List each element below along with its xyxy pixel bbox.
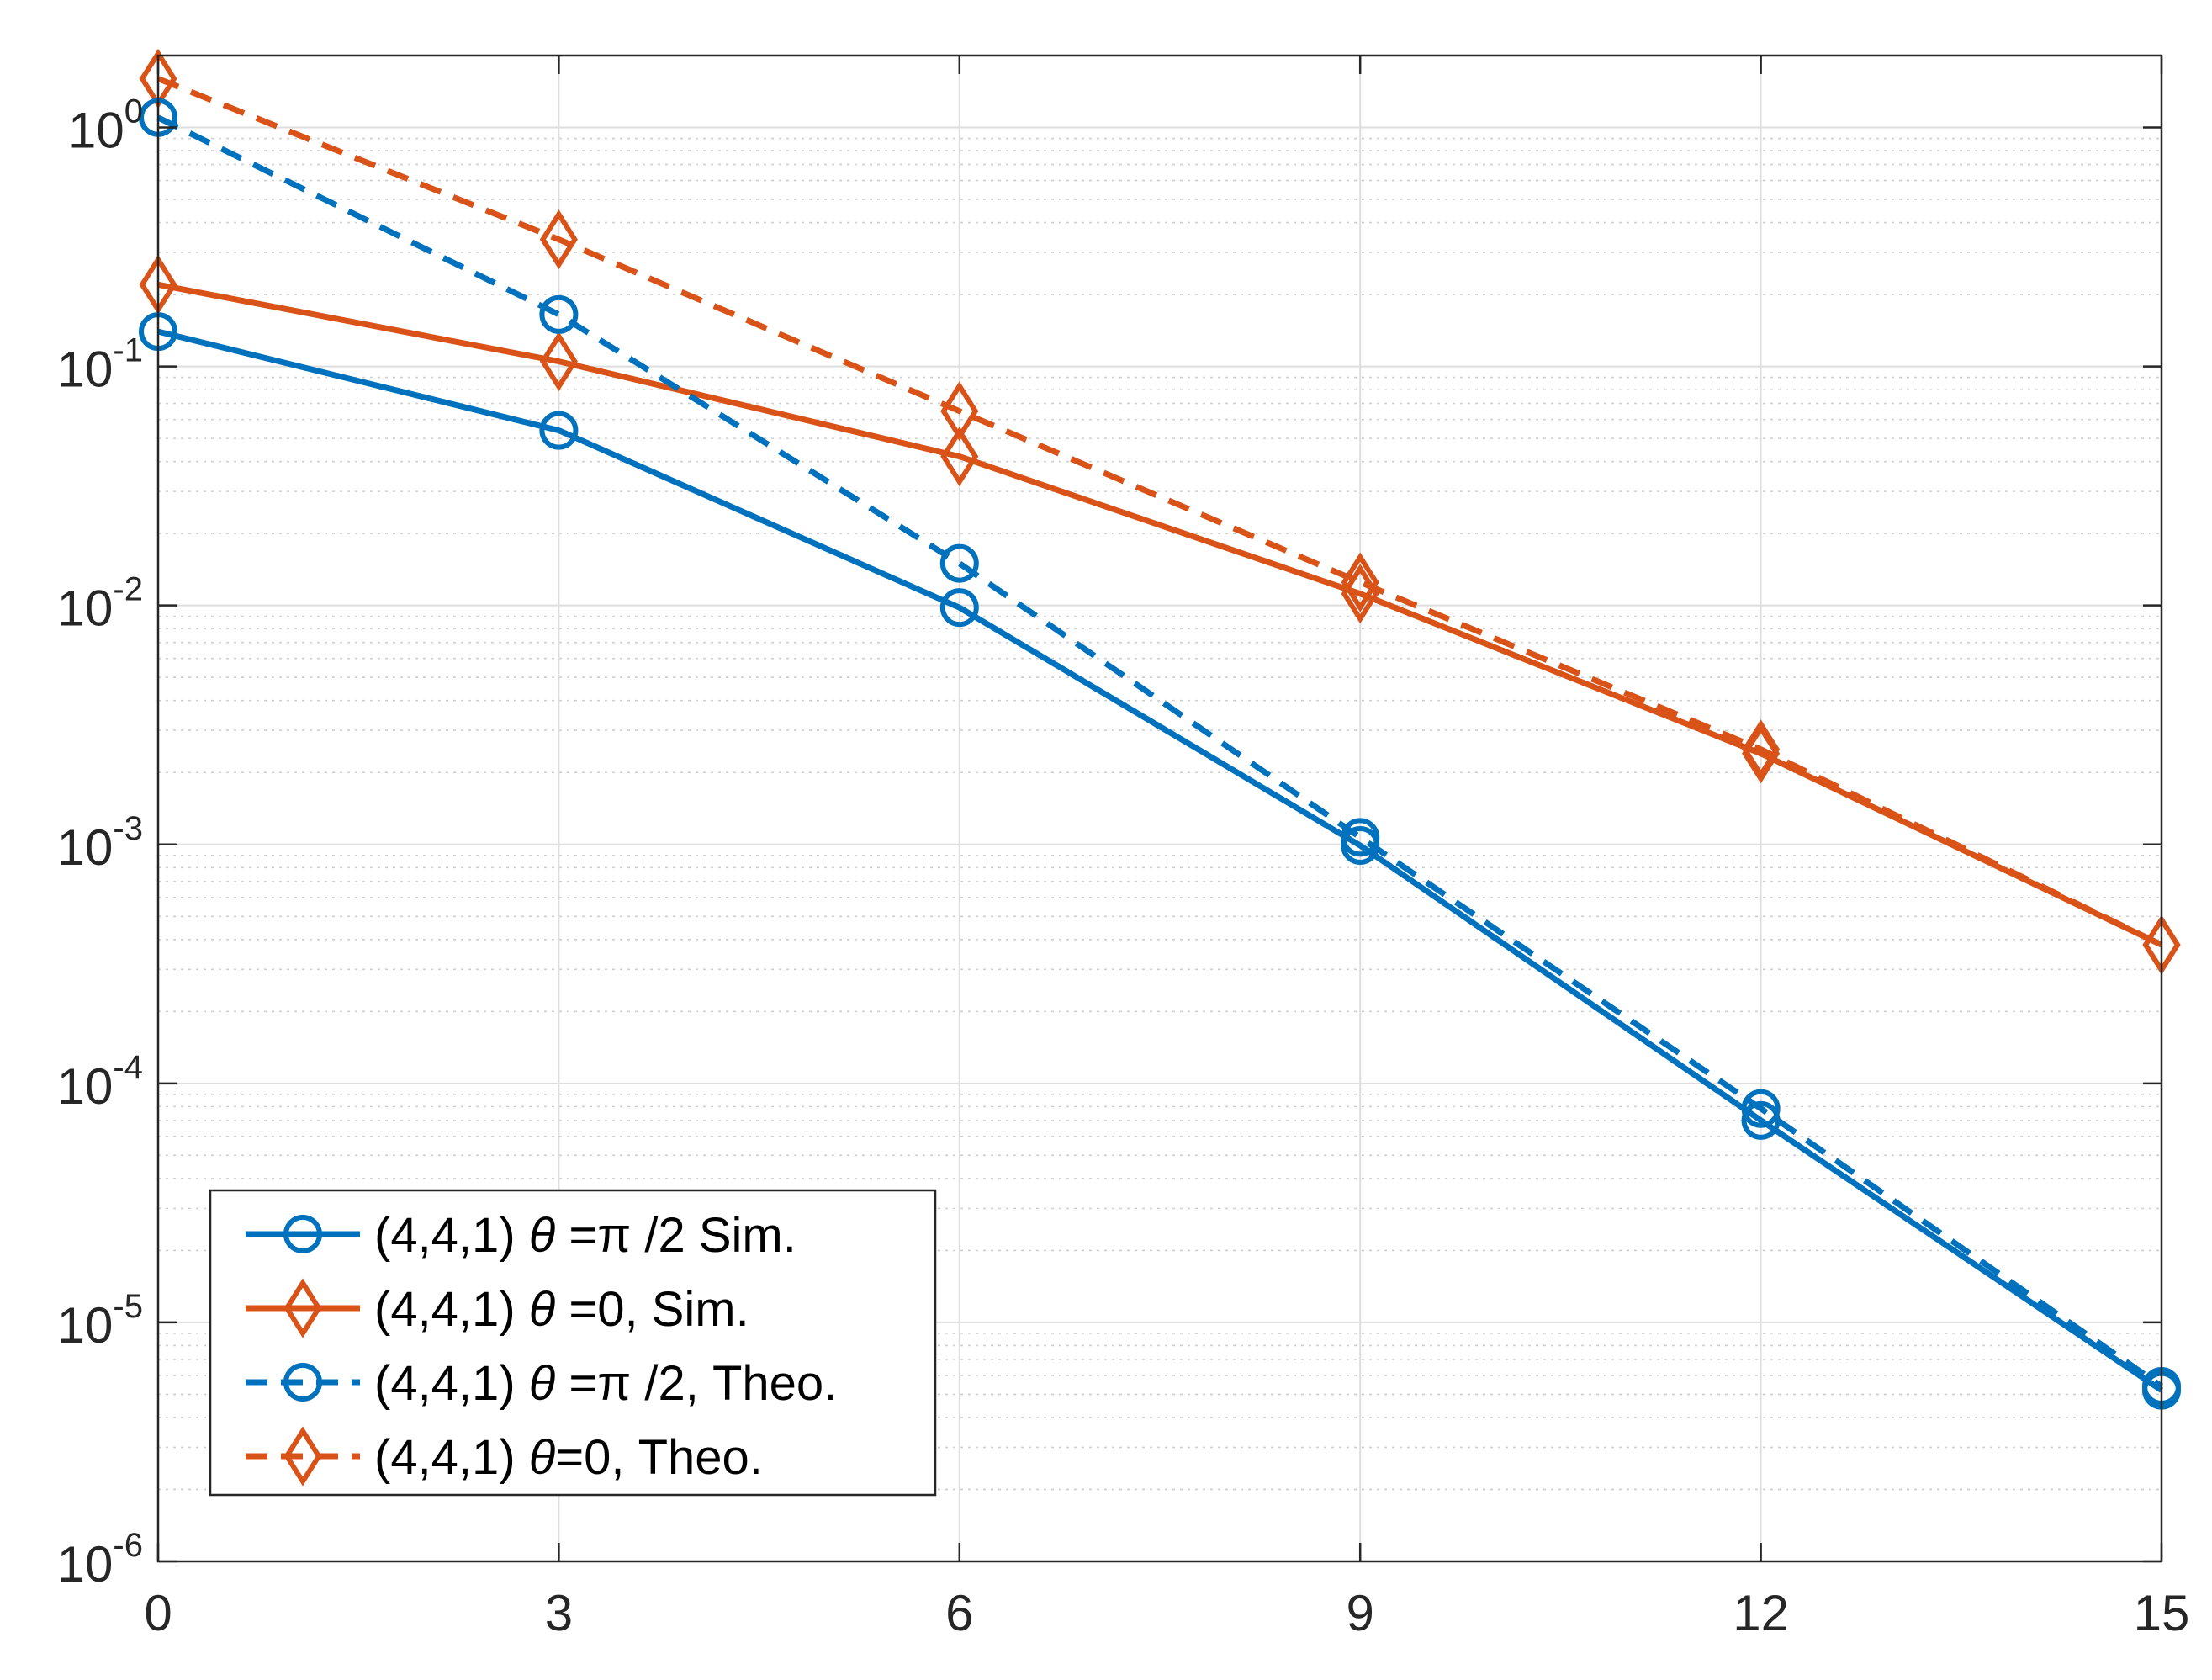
legend-label-part: /2, Theo. <box>631 1356 837 1411</box>
y-tick-base: 10 <box>57 1058 114 1115</box>
data-point-diamond <box>940 381 979 442</box>
axes-box <box>156 54 2163 1563</box>
legend-label-part: (4,4,1) <box>374 1430 529 1485</box>
y-tick-exponent: -2 <box>113 571 143 608</box>
legend-label-part: π <box>597 1356 631 1411</box>
y-tick-label: 100 <box>68 93 143 159</box>
legend-entry: (4,4,1) θ =π /2 Sim. <box>246 1208 796 1263</box>
data-point-circle <box>1341 818 1380 857</box>
y-tick-exponent: -6 <box>113 1527 143 1564</box>
data-point-diamond <box>283 1426 322 1487</box>
x-tick-labels: 0 3 6 9 12 15 <box>144 1585 2189 1641</box>
y-tick-exponent: -5 <box>113 1288 143 1325</box>
data-point-circle <box>539 294 579 334</box>
data-point-circle <box>939 588 979 628</box>
y-tick-exponent: -1 <box>113 332 143 369</box>
data-point-diamond <box>539 331 578 392</box>
y-tick-label: 10-5 <box>57 1288 143 1354</box>
data-point-circle <box>539 411 579 450</box>
legend-label: (4,4,1) θ =π /2, Theo. <box>374 1356 837 1411</box>
series-layer <box>139 48 2181 1410</box>
legend-label-part: θ <box>529 1282 555 1337</box>
y-tick-exponent: -4 <box>113 1049 143 1086</box>
y-tick-label: 10-4 <box>57 1049 143 1115</box>
legend-entry: (4,4,1) θ=0, Theo. <box>246 1426 763 1487</box>
legend-label: (4,4,1) θ =0, Sim. <box>374 1282 749 1337</box>
series-line <box>156 114 2163 1389</box>
x-tick-label: 15 <box>2134 1585 2190 1641</box>
x-tick-label: 12 <box>1733 1585 1789 1641</box>
legend-label-part: /2 Sim. <box>631 1208 796 1263</box>
legend-label-part: θ <box>529 1430 555 1485</box>
legend-label-part: = <box>555 1208 597 1263</box>
legend-label: (4,4,1) θ =π /2 Sim. <box>374 1208 796 1263</box>
series-line <box>156 76 2163 948</box>
legend-label-part: θ <box>529 1208 555 1263</box>
data-point-circle <box>1741 1089 1781 1128</box>
x-tick-label: 0 <box>144 1585 172 1641</box>
y-tick-base: 10 <box>57 580 114 637</box>
legend-entry: (4,4,1) θ =π /2, Theo. <box>246 1356 837 1411</box>
data-point-diamond <box>940 427 979 487</box>
data-point-circle <box>283 1215 322 1253</box>
data-point-diamond <box>283 1278 322 1338</box>
legend-entry: (4,4,1) θ =0, Sim. <box>246 1278 749 1338</box>
data-point-diamond <box>539 209 578 270</box>
series-line <box>157 328 2163 1393</box>
y-tick-label: 10-3 <box>57 810 143 876</box>
legend-entries: (4,4,1) θ =π /2 Sim.(4,4,1) θ =0, Sim.(4… <box>246 1208 837 1487</box>
data-point-diamond <box>1341 552 1379 612</box>
legend-label-part: π <box>597 1208 631 1263</box>
minor-grid <box>158 137 2162 1491</box>
legend-label-part: =0, Sim. <box>555 1282 749 1337</box>
legend-label-part: (4,4,1) <box>374 1356 529 1411</box>
legend-label-part: θ <box>529 1356 555 1411</box>
y-tick-base: 10 <box>57 819 114 876</box>
y-tick-label: 10-1 <box>57 332 143 398</box>
series-line <box>157 281 2163 948</box>
data-point-circle <box>939 543 979 583</box>
x-tick-label: 3 <box>545 1585 573 1641</box>
legend-label: (4,4,1) θ=0, Theo. <box>374 1430 763 1485</box>
y-tick-exponent: 0 <box>124 93 143 130</box>
y-tick-label: 10-2 <box>57 571 143 637</box>
y-tick-base: 10 <box>57 1297 114 1354</box>
y-tick-base: 10 <box>57 342 114 398</box>
x-tick-label: 9 <box>1347 1585 1374 1641</box>
y-tick-exponent: -3 <box>113 810 143 847</box>
y-tick-base: 10 <box>68 103 124 159</box>
data-point-diamond <box>1742 719 1781 780</box>
y-tick-label: 10-6 <box>57 1527 143 1593</box>
legend: (4,4,1) θ =π /2 Sim.(4,4,1) θ =0, Sim.(4… <box>209 1189 937 1497</box>
y-tick-base: 10 <box>57 1536 114 1593</box>
legend-label-part: = <box>555 1356 597 1411</box>
axis-ticks <box>156 56 2163 1563</box>
legend-label-part: =0, Theo. <box>555 1430 763 1485</box>
x-tick-label: 6 <box>945 1585 973 1641</box>
legend-label-part: (4,4,1) <box>374 1282 529 1337</box>
legend-label-part: (4,4,1) <box>374 1208 529 1263</box>
legend-box <box>209 1189 937 1497</box>
data-point-circle <box>283 1363 322 1402</box>
